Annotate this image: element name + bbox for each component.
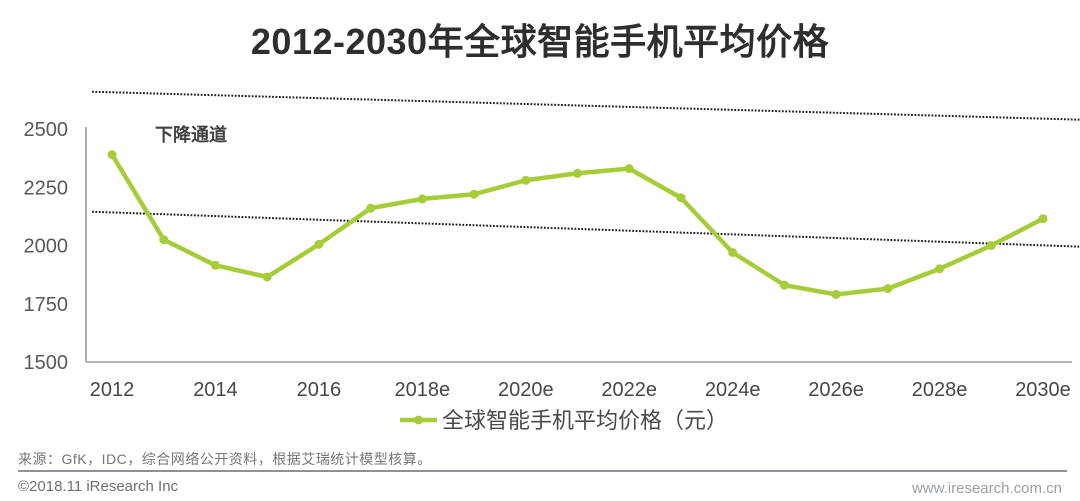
data-point-2029e <box>986 241 996 250</box>
x-tick-label-2016: 2016 <box>297 379 342 401</box>
x-tick-label-2028e: 2028e <box>912 379 968 401</box>
y-tick-label-2000: 2000 <box>24 236 69 258</box>
y-tick-label-2500: 2500 <box>24 119 69 141</box>
x-tick-label-2030e: 2030e <box>1015 379 1071 401</box>
footer-divider <box>18 470 1067 472</box>
data-point-2020e <box>521 175 531 185</box>
channel-annotation-label: 下降通道 <box>155 124 227 145</box>
x-tick-label-2026e: 2026e <box>808 379 864 401</box>
legend-label: 全球智能手机平均价格（元） <box>442 408 728 433</box>
data-point-2024e <box>728 247 738 257</box>
copyright-text: ©2018.11 iResearch Inc <box>18 478 179 495</box>
source-note: 来源：GfK，IDC，综合网络公开资料，根据艾瑞统计模型核算。 <box>18 451 432 467</box>
legend-marker-dot <box>414 415 423 425</box>
data-point-2013 <box>159 235 169 245</box>
data-point-2019e <box>469 189 479 199</box>
data-point-2025e <box>779 280 789 290</box>
data-point-2026e <box>831 289 841 299</box>
channel-lower-dotted-line <box>91 210 1080 248</box>
line-chart: 1500 1750 2000 2250 2500 下降通道 2012 2014 2016 2018… <box>24 90 1080 433</box>
data-point-2017 <box>366 203 376 213</box>
data-point-2027e <box>883 284 893 294</box>
data-point-2016 <box>314 239 324 249</box>
data-point-2030e <box>1038 214 1048 224</box>
x-tick-label-2012: 2012 <box>90 379 135 401</box>
data-point-2021e <box>573 168 582 178</box>
chart-title: 2012-2030年全球智能手机平均价格 <box>250 21 830 62</box>
x-tick-label-2018e: 2018e <box>395 379 451 401</box>
data-point-2018e <box>417 194 427 204</box>
y-tick-label-1500: 1500 <box>24 352 69 374</box>
x-tick-label-2014: 2014 <box>193 379 238 401</box>
x-tick-label-2020e: 2020e <box>498 379 554 401</box>
channel-upper-dotted-line <box>91 90 1080 121</box>
data-point-2014 <box>210 260 220 270</box>
x-tick-label-2024e: 2024e <box>705 379 761 401</box>
y-tick-label-2250: 2250 <box>24 177 69 199</box>
data-point-2023e <box>676 193 686 203</box>
data-point-2015 <box>262 272 272 282</box>
data-point-2022e <box>624 164 634 174</box>
y-tick-label-1750: 1750 <box>24 294 69 316</box>
data-point-2028e <box>935 264 945 274</box>
x-tick-label-2022e: 2022e <box>601 379 657 401</box>
data-point-2012 <box>107 150 117 160</box>
website-text: www.iresearch.com.cn <box>911 480 1062 497</box>
